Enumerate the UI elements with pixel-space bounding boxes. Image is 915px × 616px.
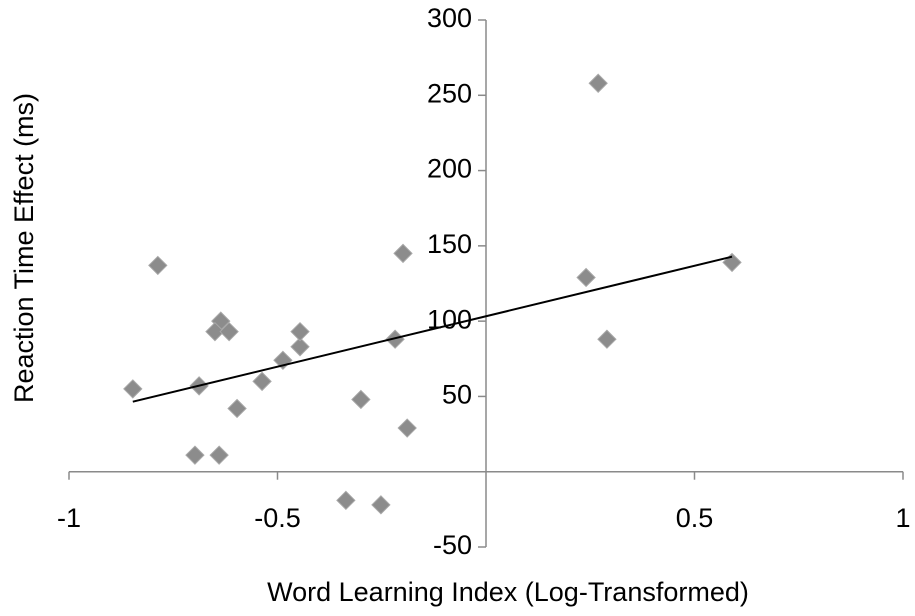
scatter-point: [219, 321, 239, 342]
scatter-point: [227, 398, 247, 419]
scatter-point: [397, 418, 417, 438]
trendline: [132, 255, 733, 403]
scatter-point: [209, 445, 229, 465]
x-tick-label: 1: [895, 503, 910, 533]
scatter-point: [123, 379, 143, 399]
y-tick-label: 200: [427, 154, 472, 184]
scatter-point: [393, 243, 413, 264]
scatter-point: [371, 495, 391, 515]
y-tick-label: 150: [427, 229, 472, 259]
scatter-point: [252, 371, 272, 392]
x-tick-label: -0.5: [254, 503, 301, 533]
x-tick-label: 0.5: [676, 503, 714, 533]
y-tick-label: -50: [433, 530, 472, 560]
scatter-point: [597, 329, 617, 349]
scatter-point: [722, 252, 742, 273]
y-tick-label: 50: [442, 380, 472, 410]
x-axis-title: Word Learning Index (Log-Transformed): [267, 577, 749, 607]
y-tick-label: 300: [427, 3, 472, 33]
y-tick-label: 250: [427, 78, 472, 108]
scatter-point: [148, 255, 168, 276]
scatter-point: [290, 337, 310, 357]
scatter-point: [588, 73, 608, 93]
y-axis-title: Reaction Time Effect (ms): [9, 93, 39, 403]
scatter-point: [576, 267, 596, 288]
scatter-point: [351, 389, 371, 410]
scatter-point: [185, 445, 205, 465]
x-tick-label: -1: [57, 503, 81, 533]
scatter-point: [336, 490, 356, 511]
scatter-point: [205, 321, 225, 342]
scatter-point: [290, 321, 310, 342]
